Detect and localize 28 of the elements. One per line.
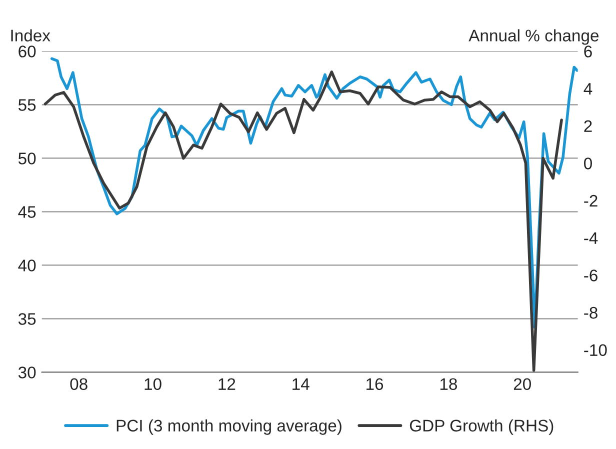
y2-tick-label: -8: [584, 306, 598, 319]
y-tick-label: 35: [18, 313, 36, 325]
x-tick-label: 18: [440, 378, 457, 390]
x-tick-label: 16: [366, 378, 384, 390]
x-tick-label: 12: [218, 378, 236, 390]
y2-tick-label: 6: [584, 46, 592, 58]
y2-tick-label: -2: [584, 194, 598, 207]
x-tick-label: 08: [70, 378, 88, 390]
legend-label: PCI (3 month moving average): [116, 419, 342, 435]
y2-tick-label: -10: [584, 344, 607, 356]
y2-axis-title: Annual % change: [468, 29, 599, 45]
line-series: [44, 70, 563, 372]
y-tick-label: 60: [18, 46, 36, 58]
y2-tick-label: 4: [584, 83, 592, 95]
y-tick-label: 50: [18, 152, 36, 164]
legend-label: GDP Growth (RHS): [410, 419, 554, 435]
x-tick-label: 20: [514, 378, 531, 390]
y-tick-label: 55: [18, 99, 36, 111]
y-axis-title: Index: [11, 29, 50, 42]
x-tick-label: 14: [292, 378, 310, 390]
y2-tick-label: -6: [584, 270, 598, 282]
y-tick-label: 45: [18, 206, 36, 218]
y2-tick-label: 2: [584, 120, 592, 132]
y2-tick-label: -4: [584, 232, 598, 244]
y-tick-label: 30: [18, 366, 36, 378]
y-tick-label: 40: [18, 260, 36, 272]
x-tick-label: 10: [144, 378, 162, 390]
y2-tick-label: 0: [584, 158, 592, 170]
